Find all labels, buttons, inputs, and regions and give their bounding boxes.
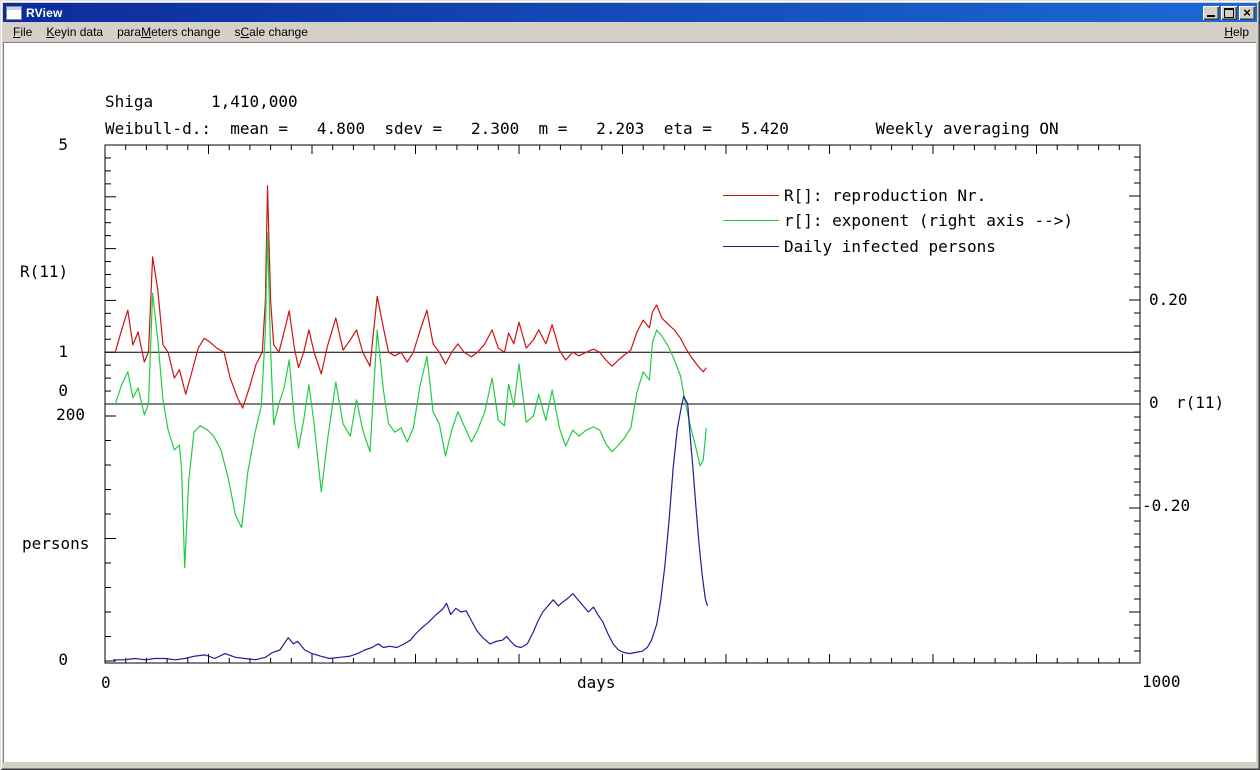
maximize-icon [1224, 7, 1234, 18]
minimize-button[interactable] [1203, 5, 1219, 20]
x-axis-tick-0: 0 [101, 673, 111, 692]
plot-client-area [3, 42, 1256, 762]
left-axis-tick-1: 1 [58, 342, 68, 361]
legend-label-reproduction: R[]: reproduction Nr. [784, 186, 987, 205]
legend-line-green [723, 220, 779, 221]
x-axis-title: days [577, 673, 616, 692]
maximize-button[interactable] [1221, 5, 1237, 20]
menu-item-keyin-data[interactable]: Keyin data [46, 25, 104, 39]
titlebar[interactable]: RView × [3, 3, 1257, 22]
menu-item-parameters-change[interactable]: paraMeters change [117, 25, 221, 39]
app-icon [6, 5, 22, 20]
legend-item-daily-infected: Daily infected persons [723, 238, 996, 255]
persons-axis-title: persons [22, 534, 90, 553]
legend-label-daily-infected: Daily infected persons [784, 237, 996, 256]
menu-item-help[interactable]: Help [1224, 25, 1249, 39]
region-population-line: Shiga 1,410,000 [105, 92, 298, 111]
legend-line-blue [723, 246, 779, 247]
left-axis-title-R11: R(11) [20, 262, 69, 281]
right-axis-tick-neg020: -0.20 [1142, 496, 1191, 515]
legend-item-exponent: r[]: exponent (right axis -->) [723, 212, 1073, 229]
right-axis-tick-0: 0 [1149, 393, 1159, 412]
persons-axis-tick-200: 200 [56, 405, 85, 424]
close-icon: × [1243, 4, 1251, 20]
right-axis-title-r11: r(11) [1176, 393, 1225, 412]
x-axis-tick-1000: 1000 [1142, 672, 1181, 691]
menu-item-scale-change[interactable]: sCale change [234, 25, 308, 39]
window-controls: × [1203, 4, 1255, 20]
legend-label-exponent: r[]: exponent (right axis -->) [784, 211, 1073, 230]
legend-line-red [723, 195, 779, 196]
window-title: RView [26, 5, 63, 20]
left-axis-tick-5: 5 [58, 135, 68, 154]
menu-item-file[interactable]: File [13, 25, 33, 39]
minimize-icon [1207, 15, 1215, 17]
persons-axis-tick-0: 0 [58, 650, 68, 669]
right-axis-tick-020: 0.20 [1149, 290, 1188, 309]
weibull-params-line: Weibull-d.: mean = 4.800 sdev = 2.300 m … [105, 119, 1059, 138]
legend-item-reproduction: R[]: reproduction Nr. [723, 187, 986, 204]
menubar: File Keyin data paraMeters change sCale … [3, 23, 1257, 41]
close-button[interactable]: × [1239, 4, 1255, 20]
left-axis-tick-0: 0 [58, 381, 68, 400]
